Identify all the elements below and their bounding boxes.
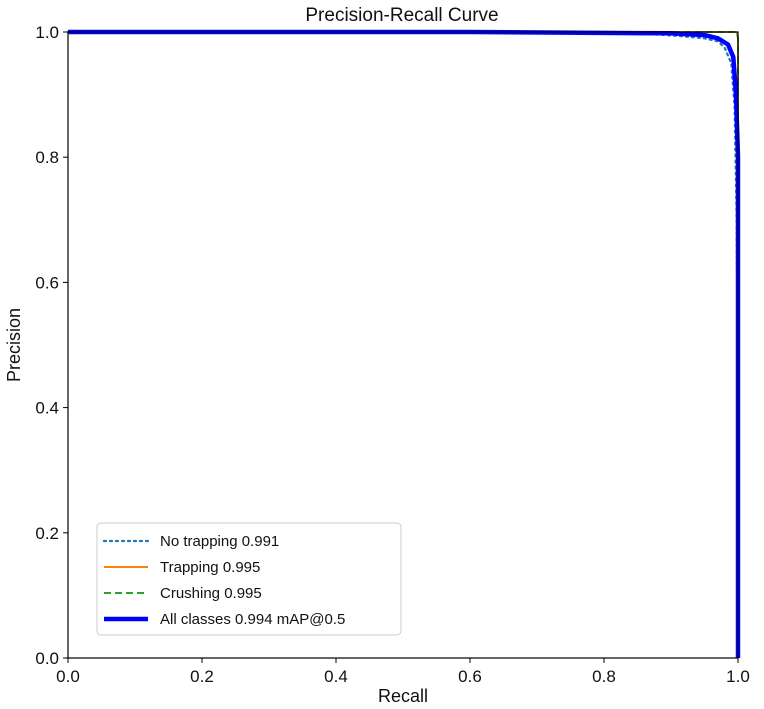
y-tick-label-1: 0.2	[35, 524, 59, 543]
x-tick-label-2: 0.4	[324, 667, 348, 686]
legend-label-3: All classes 0.994 mAP@0.5	[160, 611, 345, 628]
legend-label-2: Crushing 0.995	[160, 585, 262, 602]
plot-frame	[67, 31, 739, 659]
legend-box	[96, 522, 402, 636]
legend-label-1: Trapping 0.995	[160, 559, 260, 576]
x-tick-label-4: 0.8	[592, 667, 616, 686]
y-tick-label-2: 0.4	[35, 399, 59, 418]
x-tick-label-1: 0.2	[190, 667, 214, 686]
y-tick-label-3: 0.6	[35, 273, 59, 292]
x-tick-label-0: 0.0	[56, 667, 80, 686]
x-axis-title: Recall	[378, 686, 428, 706]
x-axis: 0.0 0.2 0.4 0.6 0.8 1.0	[56, 658, 750, 686]
x-tick-label-3: 0.6	[458, 667, 482, 686]
y-tick-label-5: 1.0	[35, 23, 59, 42]
series-line-3	[68, 29, 741, 658]
chart-title: Precision-Recall Curve	[305, 5, 498, 26]
legend: No trapping 0.991 Trapping 0.995 Crushing …	[96, 522, 402, 636]
legend-label-0: No trapping 0.991	[160, 533, 279, 550]
y-axis-title: Precision	[4, 308, 24, 382]
y-tick-label-4: 0.8	[35, 148, 59, 167]
y-tick-label-0: 0.0	[35, 649, 59, 668]
x-tick-label-5: 1.0	[726, 667, 750, 686]
y-axis: 0.0 0.2 0.4 0.6 0.8 1.0	[35, 23, 68, 668]
